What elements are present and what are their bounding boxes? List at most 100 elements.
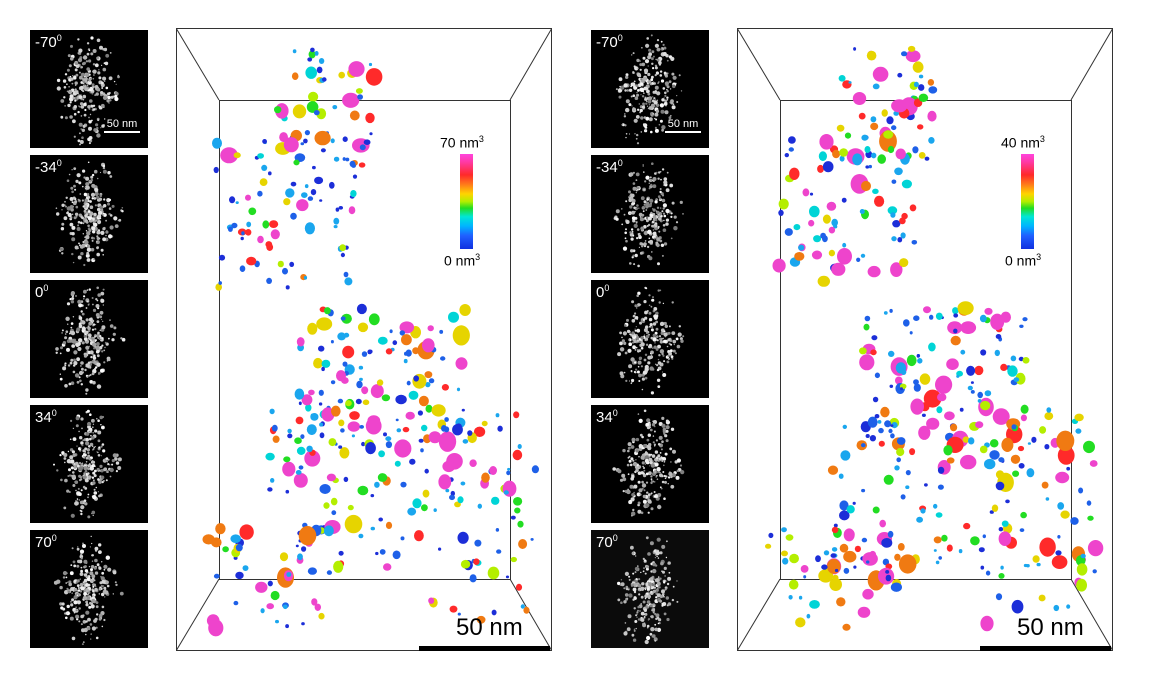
- speckle: [643, 200, 647, 204]
- nanoparticle: [998, 457, 1005, 463]
- nanoparticle: [977, 399, 982, 403]
- speckle: [651, 114, 654, 117]
- speckle: [114, 94, 118, 99]
- speckle: [83, 295, 86, 298]
- speckle: [63, 453, 68, 457]
- nanoparticle: [424, 468, 429, 474]
- speckle: [636, 613, 638, 616]
- speckle: [667, 483, 669, 485]
- speckle: [638, 444, 643, 449]
- speckle: [92, 514, 94, 517]
- speckle: [670, 475, 673, 479]
- nanoparticle: [827, 465, 839, 475]
- speckle: [631, 511, 636, 516]
- speckle: [637, 233, 640, 235]
- speckle: [662, 87, 666, 90]
- speckle: [644, 337, 649, 341]
- speckle: [624, 231, 627, 235]
- nanoparticle: [998, 531, 1012, 546]
- speckle: [647, 589, 650, 592]
- speckle: [652, 568, 657, 574]
- speckle: [111, 204, 115, 208]
- speckle: [653, 430, 656, 433]
- nanoparticle: [502, 480, 517, 497]
- speckle: [70, 291, 75, 296]
- speckle: [92, 471, 96, 475]
- speckle: [78, 316, 83, 320]
- speckle: [648, 311, 652, 315]
- speckle: [648, 500, 652, 504]
- speckle: [647, 446, 652, 451]
- speckle: [656, 243, 660, 247]
- speckle: [92, 595, 95, 597]
- speckle: [638, 246, 640, 248]
- nanoparticle: [348, 206, 356, 215]
- speckle: [656, 99, 659, 102]
- speckle: [80, 221, 83, 225]
- speckle: [62, 576, 66, 579]
- nanoparticle: [215, 523, 226, 535]
- nanoparticle: [365, 112, 375, 124]
- speckle: [74, 200, 78, 204]
- nanoparticle: [359, 144, 366, 151]
- speckle: [627, 348, 632, 353]
- speckle: [659, 349, 665, 354]
- speckle: [69, 101, 72, 104]
- speckle: [93, 258, 96, 261]
- speckle: [72, 471, 75, 474]
- speckle: [653, 491, 656, 493]
- speckle: [103, 198, 106, 201]
- speckle: [621, 123, 625, 127]
- speckle: [653, 586, 656, 589]
- speckle: [88, 374, 91, 377]
- nanoparticle: [267, 580, 273, 587]
- speckle: [104, 596, 106, 598]
- nanoparticle: [338, 71, 345, 79]
- speckle: [648, 304, 651, 307]
- nanoparticle: [266, 277, 272, 284]
- speckle: [101, 561, 103, 563]
- speckle: [99, 45, 103, 50]
- speckle: [642, 123, 646, 126]
- speckle: [105, 234, 107, 237]
- nanoparticle: [890, 582, 902, 592]
- speckle: [670, 215, 673, 218]
- nanoparticle: [358, 533, 364, 539]
- speckle: [83, 559, 88, 564]
- speckle: [645, 334, 650, 339]
- nanoparticle: [921, 413, 926, 417]
- nanoparticle: [412, 498, 422, 509]
- speckle: [656, 474, 658, 477]
- speckle: [643, 469, 646, 472]
- nanoparticle: [854, 545, 861, 553]
- speckle: [82, 205, 85, 208]
- speckle: [60, 115, 64, 119]
- speckle: [74, 99, 77, 102]
- speckle: [95, 195, 100, 200]
- speckle: [79, 143, 81, 146]
- nanoparticle: [821, 564, 828, 570]
- nanoparticle: [282, 267, 288, 275]
- speckle: [669, 88, 672, 90]
- speckle: [644, 612, 648, 616]
- speckle: [56, 469, 59, 472]
- speckle: [665, 429, 669, 433]
- speckle: [71, 213, 74, 215]
- nanoparticle: [1012, 470, 1020, 477]
- speckle: [98, 587, 102, 591]
- nanoparticle: [517, 520, 524, 528]
- nanoparticle: [408, 390, 419, 400]
- speckle: [640, 586, 645, 591]
- nanoparticle: [343, 476, 349, 482]
- speckle: [656, 467, 661, 472]
- speckle: [107, 567, 112, 572]
- speckle: [82, 240, 85, 244]
- speckle: [71, 232, 75, 236]
- speckle: [633, 263, 636, 266]
- nanoparticle: [220, 147, 238, 164]
- speckle: [667, 576, 672, 581]
- nanoparticle: [228, 226, 233, 232]
- nanoparticle: [861, 180, 871, 192]
- speckle: [103, 204, 107, 208]
- speckle: [89, 623, 93, 626]
